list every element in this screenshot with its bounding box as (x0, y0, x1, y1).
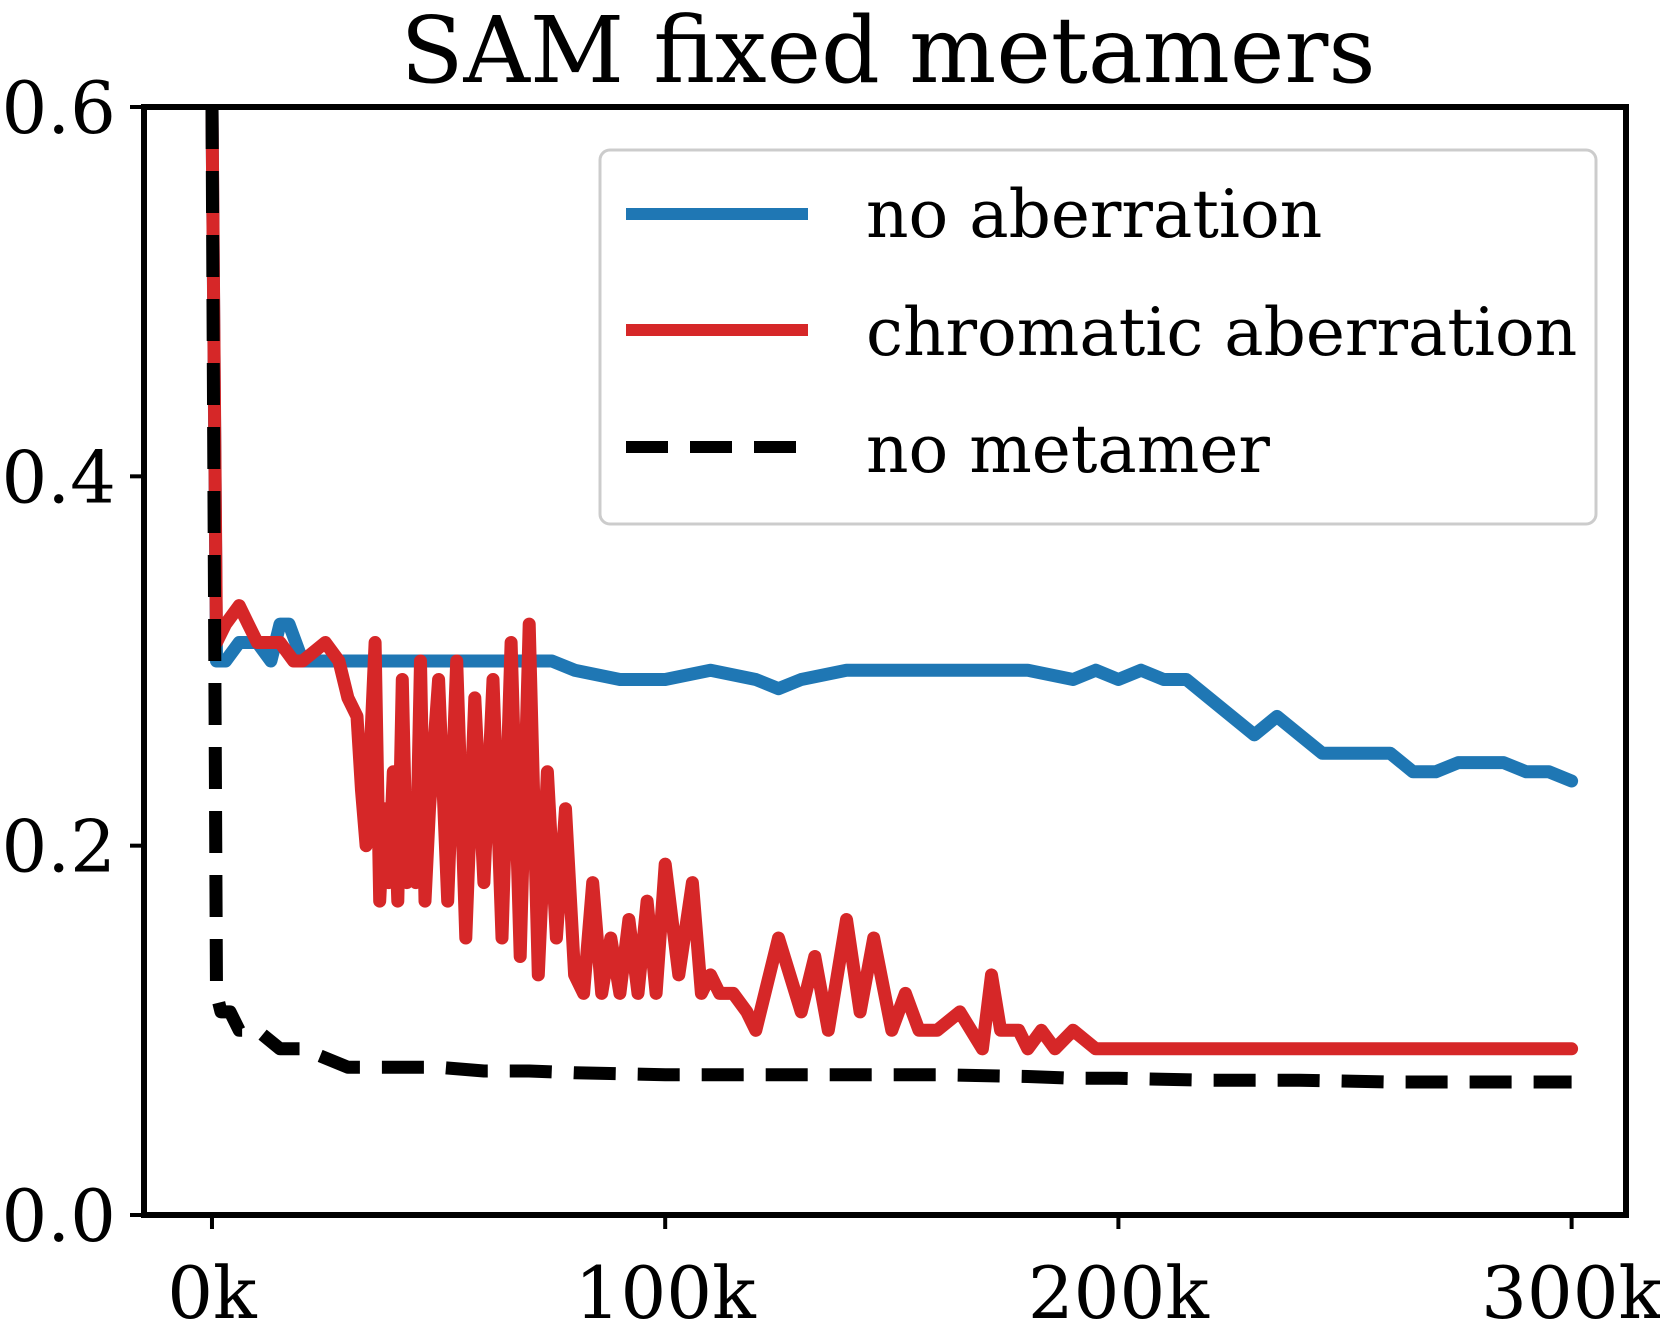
legend-label-chromatic-aberration: chromatic aberration (866, 294, 1577, 371)
x-tick-label: 100k (575, 1251, 757, 1334)
plot-frame (141, 104, 1629, 1218)
chart-title: SAM fixed metamers (400, 0, 1375, 104)
series-line-no-aberration (205, 107, 1579, 788)
y-tick-label: 0.4 (1, 435, 116, 519)
legend-label-no-metamer: no metamer (866, 411, 1270, 488)
y-tick-label: 0.0 (1, 1174, 116, 1258)
legend: no aberration chromatic aberration no me… (598, 148, 1598, 526)
x-tick-label: 0k (167, 1251, 258, 1334)
x-tick-label: 200k (1028, 1251, 1210, 1334)
y-tick-label: 0.2 (1, 805, 116, 889)
x-tick-label: 300k (1481, 1251, 1660, 1334)
legend-box (598, 148, 1598, 526)
series-line-chromatic-aberration (205, 107, 1579, 1056)
legend-label-no-aberration: no aberration (866, 176, 1322, 253)
y-tick-label: 0.6 (1, 66, 116, 150)
x-axis: 0k 100k 200k 300k (167, 1215, 1660, 1334)
y-axis: 0.0 0.2 0.4 0.6 (1, 66, 144, 1258)
series-line-no-metamer (205, 107, 1572, 1089)
series-layer (205, 107, 1579, 1089)
